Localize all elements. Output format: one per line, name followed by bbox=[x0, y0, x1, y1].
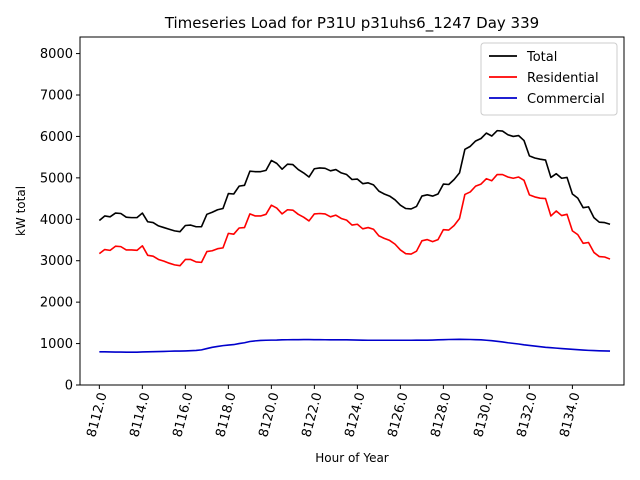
legend-box bbox=[480, 42, 618, 116]
y-axis-label: kW total bbox=[14, 186, 28, 236]
chart-title: Timeseries Load for P31U p31uhs6_1247 Da… bbox=[164, 14, 539, 33]
series-line-total bbox=[98, 129, 611, 233]
y-tick-label: 5000 bbox=[40, 171, 73, 186]
series-layer bbox=[98, 129, 611, 353]
y-tick-label: 6000 bbox=[40, 130, 73, 145]
legend-label-total: Total bbox=[526, 50, 557, 65]
legend-label-commercial: Commercial bbox=[527, 92, 605, 107]
series-line-commercial bbox=[99, 338, 611, 353]
y-tick-label: 0 bbox=[65, 379, 73, 394]
y-tick-label: 4000 bbox=[40, 213, 73, 228]
legend: Total Residential Commercial bbox=[480, 42, 618, 116]
y-tick-label: 2000 bbox=[40, 296, 73, 311]
y-tick-label: 8000 bbox=[40, 47, 73, 62]
y-tick-label: 1000 bbox=[40, 337, 73, 352]
legend-label-residential: Residential bbox=[527, 71, 599, 86]
y-tick-label: 7000 bbox=[40, 89, 73, 104]
y-tick-label: 3000 bbox=[40, 254, 73, 269]
x-axis-label: Hour of Year bbox=[315, 451, 389, 465]
y-axis-ticks: 0 1000 2000 3000 4000 5000 6000 7000 8000 bbox=[40, 47, 80, 394]
plot-frame bbox=[79, 36, 625, 386]
series-line-residential bbox=[98, 173, 611, 267]
